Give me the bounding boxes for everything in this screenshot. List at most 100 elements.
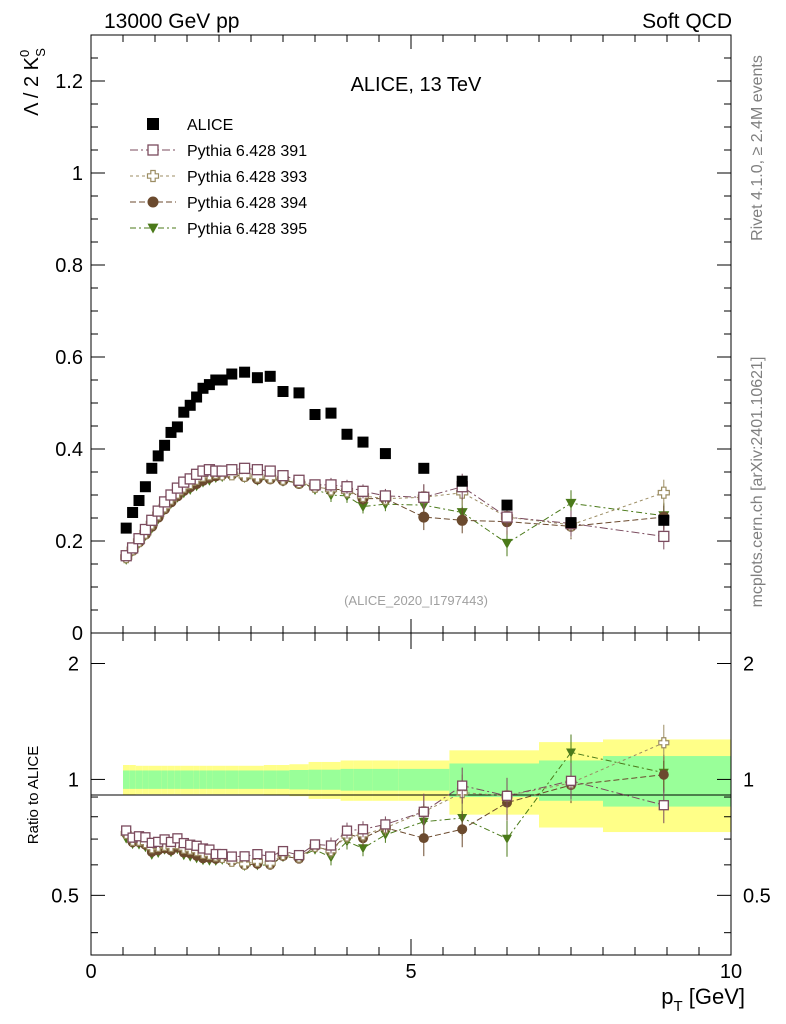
data-point	[146, 514, 158, 526]
data-point	[418, 462, 430, 474]
ratio-band-inner	[148, 770, 155, 789]
data-point	[658, 530, 670, 543]
legend-marker	[146, 169, 160, 183]
legend-item: Pythia 6.428 391	[130, 143, 307, 160]
data-point	[379, 448, 391, 460]
data-point	[152, 450, 164, 462]
data-point	[456, 514, 468, 526]
data-point	[226, 464, 238, 476]
ratio-band-inner	[219, 770, 226, 789]
data-point	[264, 370, 276, 382]
data-point	[152, 505, 164, 517]
main-y-tick-label: 0.6	[55, 347, 83, 369]
y-axis-label-main: Λ / 2 K0S	[17, 48, 48, 116]
series-pythia-6-428-391	[120, 462, 670, 562]
data-point	[657, 486, 670, 499]
data-point	[501, 511, 513, 523]
ratio-point	[658, 737, 670, 749]
x-axis-label-base: p	[661, 984, 673, 1009]
ratio-axis-ticks: 0 5 10 0.5 0.5 1 1 2 2	[51, 633, 771, 983]
ratio-band-inner	[398, 768, 450, 791]
ratio-point	[251, 855, 263, 867]
data-point	[379, 490, 392, 502]
data-point	[658, 514, 670, 526]
y-axis-label-main-base: Λ / 2 K	[21, 56, 43, 116]
data-point	[565, 498, 577, 509]
legend-item: Pythia 6.428 394	[130, 195, 307, 212]
ratio-band-inner	[212, 770, 219, 789]
mcplots-reference-label: mcplots.cern.ch [arXiv:2401.10621]	[749, 357, 766, 608]
main-y-tick-label: 0	[72, 623, 83, 645]
legend-marker	[147, 223, 159, 234]
data-point	[565, 517, 577, 529]
data-point	[357, 436, 369, 448]
ratio-band-inner	[167, 770, 175, 789]
y-axis-label-main-text: Λ / 2 K0S	[17, 48, 48, 116]
data-point	[210, 374, 222, 386]
data-point	[184, 399, 196, 411]
ratio-point	[239, 851, 250, 862]
ratio-band-inner	[225, 770, 239, 789]
ratio-band-inner	[340, 768, 354, 791]
ratio-band-inner	[308, 769, 322, 790]
ratio-y-tick-label-left: 2	[68, 653, 79, 675]
data-point	[139, 481, 151, 493]
ratio-y-tick-label-right: 1	[743, 769, 754, 791]
x-axis-label-sub: T	[673, 998, 682, 1015]
ratio-point	[265, 851, 276, 862]
data-point	[203, 379, 215, 391]
data-point	[178, 406, 190, 418]
data-point	[418, 511, 430, 523]
data-point	[418, 491, 430, 503]
data-point	[357, 502, 369, 512]
legend-item: Pythia 6.428 395	[130, 221, 307, 238]
ratio-band-inner	[321, 769, 341, 790]
ratio-band-inner	[142, 770, 149, 789]
data-point	[216, 465, 228, 477]
data-point	[191, 391, 203, 403]
data-point	[197, 382, 209, 394]
data-point	[501, 538, 513, 549]
data-point	[325, 407, 337, 419]
data-point	[357, 485, 369, 497]
ratio-band-inner	[353, 768, 373, 791]
ratio-band-inner	[263, 770, 277, 789]
ratio-point	[121, 825, 132, 836]
data-point	[226, 368, 238, 380]
y-axis-label-main-sup: 0	[17, 50, 32, 57]
data-point	[293, 387, 305, 399]
ratio-point	[565, 775, 577, 786]
data-point	[341, 481, 353, 493]
x-tick-label: 5	[405, 961, 416, 983]
ratio-band-inner	[238, 770, 251, 789]
data-point	[309, 479, 321, 491]
y-axis-label-main-sub: S	[33, 48, 48, 57]
ratio-point	[217, 848, 228, 860]
data-point	[251, 372, 263, 384]
data-point	[146, 462, 158, 474]
ratio-point	[566, 748, 576, 758]
ratio-band-inner	[135, 770, 143, 789]
ratio-point	[325, 840, 337, 851]
ratio-point	[501, 790, 513, 801]
rivet-version-label: Rivet 4.1.0, ≥ 2.4M events	[749, 55, 766, 241]
main-y-tick-label: 1	[72, 163, 83, 185]
data-point	[127, 506, 139, 518]
main-panel: 0 0.2 0.4 0.6 0.8 1 1.2 ALICE, 13 TeV (ALICE_2…	[17, 34, 732, 645]
main-axis-ticks: 0 0.2 0.4 0.6 0.8 1 1.2	[55, 34, 732, 645]
data-point	[139, 523, 152, 536]
data-point	[120, 522, 132, 534]
ratio-band-inner	[193, 770, 200, 789]
ratio-band-inner	[123, 770, 130, 789]
data-point	[159, 439, 171, 451]
ratio-y-tick-label-left: 1	[68, 769, 79, 791]
ratio-point	[418, 806, 429, 817]
ratio-point	[226, 851, 237, 862]
ratio-point	[277, 845, 289, 857]
data-point	[501, 499, 513, 511]
legend-marker	[147, 144, 159, 156]
ratio-point	[457, 824, 468, 835]
main-y-tick-label: 0.4	[55, 439, 83, 461]
data-point	[456, 475, 468, 487]
analysis-id-label: (ALICE_2020_I1797443)	[344, 593, 488, 608]
